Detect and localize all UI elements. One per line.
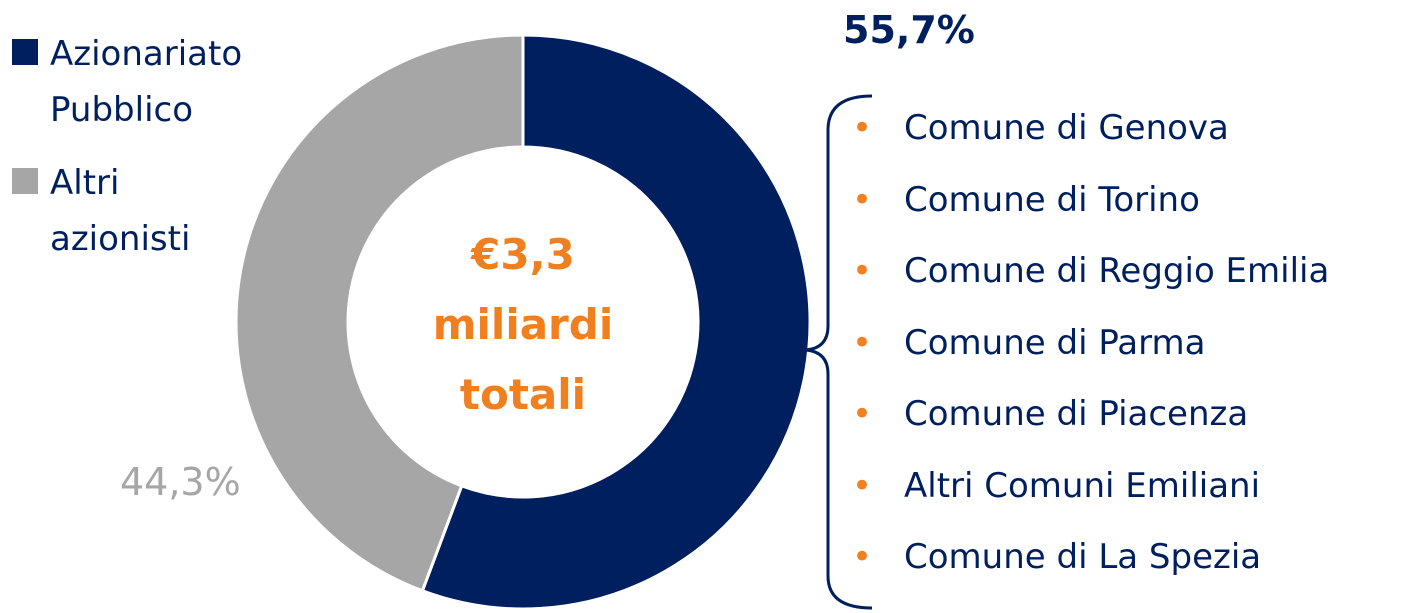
shareholder-item: • Comune di Genova xyxy=(852,108,1229,148)
shareholder-item: • Comune di Parma xyxy=(852,323,1205,363)
shareholder-name: Altri Comuni Emiliani xyxy=(904,465,1261,506)
bullet: • xyxy=(852,251,873,291)
shareholder-name: Comune di Reggio Emilia xyxy=(904,251,1330,291)
legend-swatch xyxy=(12,39,38,65)
bullet: • xyxy=(852,465,873,506)
brace xyxy=(805,94,873,610)
shareholder-item: • Comune di Torino xyxy=(852,180,1200,220)
shareholder-item: • Altri Comuni Emiliani xyxy=(852,466,1260,506)
value-label: 44,3% xyxy=(120,460,241,504)
legend-label: Altri azionisti xyxy=(50,163,191,259)
shareholder-name: Comune di Torino xyxy=(904,179,1200,220)
shareholder-name: Comune di Genova xyxy=(904,108,1229,148)
bullet: • xyxy=(852,322,873,363)
shareholder-name: Comune di La Spezia xyxy=(904,537,1262,577)
bullet: • xyxy=(852,537,873,577)
shareholder-item: • Comune di Piacenza xyxy=(852,394,1248,434)
bullet: • xyxy=(852,394,873,434)
legend-item: Altri azionisti xyxy=(12,155,270,267)
bullet: • xyxy=(852,108,873,148)
shareholder-item: • Comune di La Spezia xyxy=(852,537,1261,577)
shareholder-name: Comune di Piacenza xyxy=(904,394,1249,434)
shareholder-item: • Comune di Reggio Emilia xyxy=(852,251,1329,291)
donut-segment xyxy=(420,33,812,611)
legend-item: Azionariato Pubblico xyxy=(12,26,270,138)
value-label: 55,7% xyxy=(843,8,975,52)
bullet: • xyxy=(852,179,873,220)
center-label: €3,3 miliardi totali xyxy=(432,230,614,419)
legend-swatch xyxy=(12,168,38,194)
shareholder-name: Comune di Parma xyxy=(904,322,1206,363)
legend-label: Azionariato Pubblico xyxy=(50,34,243,130)
donut-segment xyxy=(234,33,525,593)
